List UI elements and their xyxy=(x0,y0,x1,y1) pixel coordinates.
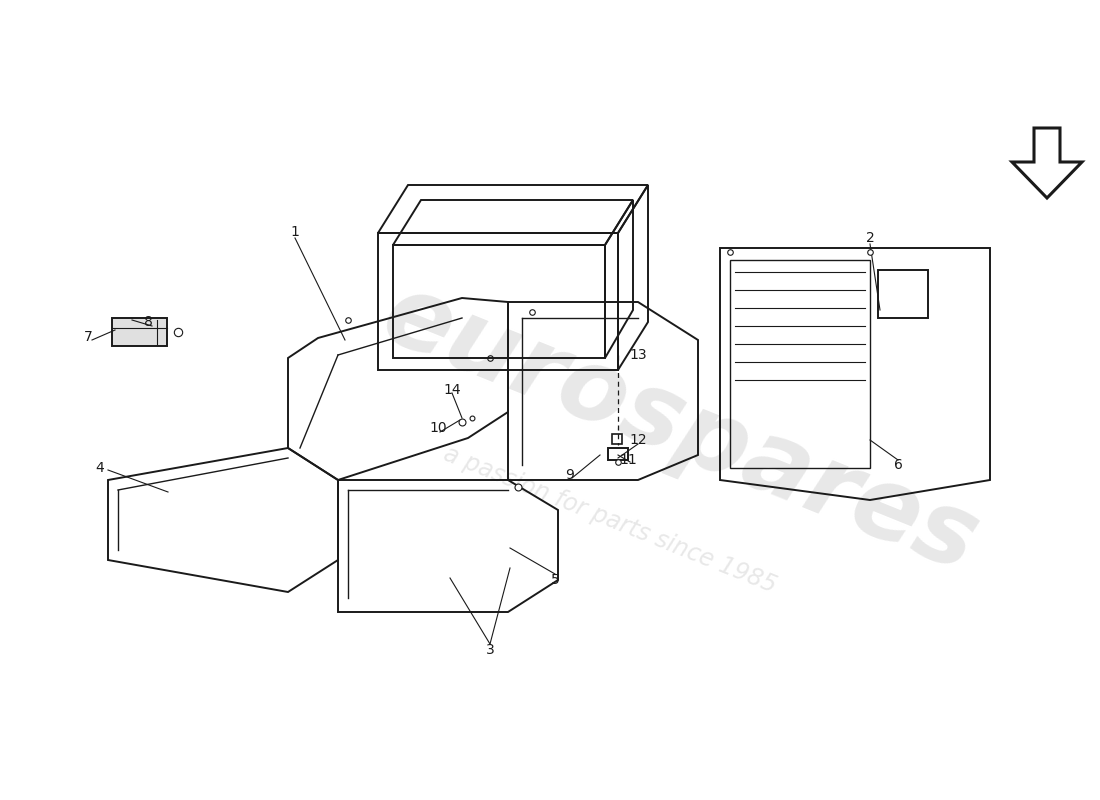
Polygon shape xyxy=(112,318,167,346)
Text: a passion for parts since 1985: a passion for parts since 1985 xyxy=(440,442,780,598)
Text: 7: 7 xyxy=(84,330,92,344)
Text: 3: 3 xyxy=(485,643,494,657)
Text: eurospares: eurospares xyxy=(368,266,991,594)
Text: 4: 4 xyxy=(96,461,104,475)
Text: 1: 1 xyxy=(290,225,299,239)
Text: 13: 13 xyxy=(629,348,647,362)
Text: 8: 8 xyxy=(144,315,153,329)
Text: 10: 10 xyxy=(429,421,447,435)
Text: 9: 9 xyxy=(565,468,574,482)
Text: 5: 5 xyxy=(551,573,560,587)
Text: 2: 2 xyxy=(866,231,874,245)
Text: 12: 12 xyxy=(629,433,647,447)
Text: 11: 11 xyxy=(619,453,637,467)
Text: 14: 14 xyxy=(443,383,461,397)
Text: 6: 6 xyxy=(893,458,902,472)
